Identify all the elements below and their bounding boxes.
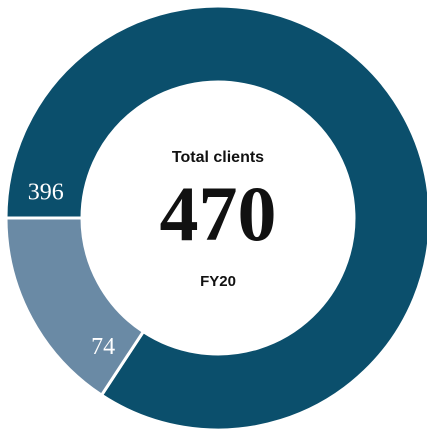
donut-segment — [4, 4, 427, 430]
donut-segment — [4, 216, 146, 398]
center-title: Total clients — [172, 149, 264, 166]
segment-label: 396 — [28, 179, 64, 205]
segment-label: 74 — [91, 334, 115, 360]
center-value: 470 — [160, 170, 277, 257]
center-subtitle: FY20 — [200, 273, 236, 290]
